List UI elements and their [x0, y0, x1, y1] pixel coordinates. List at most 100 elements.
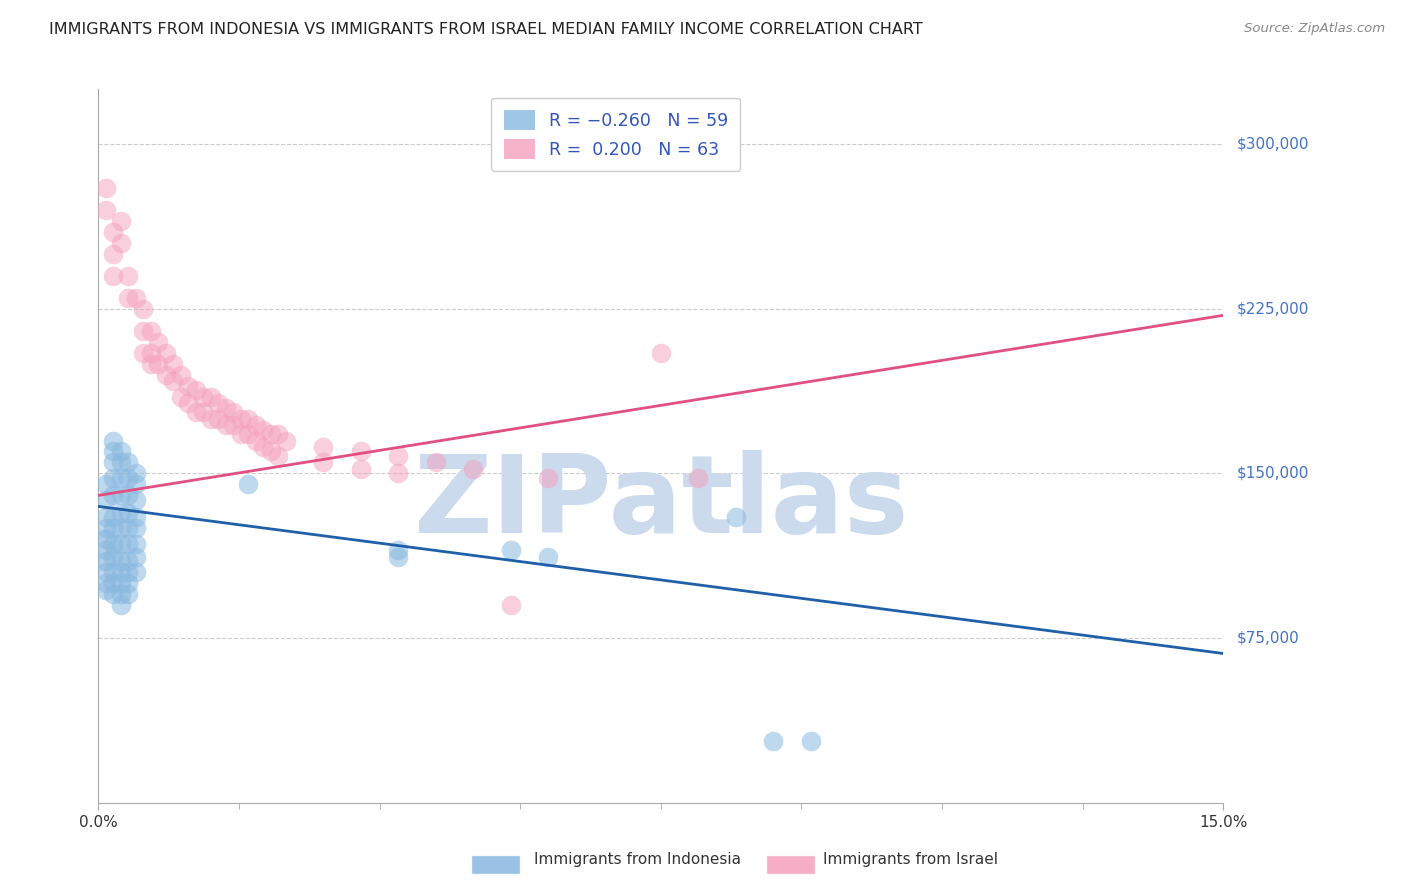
Point [193, 390, 215, 404]
Point [184, 383, 207, 397]
Point [125, 492, 148, 507]
Point [252, 423, 274, 437]
Point [222, 418, 245, 433]
Point [110, 598, 132, 612]
Point [94, 202, 117, 217]
Text: $150,000: $150,000 [1237, 466, 1309, 481]
Point [425, 455, 447, 469]
Point [148, 334, 170, 349]
Point [724, 510, 747, 524]
Text: $75,000: $75,000 [1237, 631, 1301, 646]
Point [117, 506, 139, 520]
Point [200, 411, 222, 425]
Text: IMMIGRANTS FROM INDONESIA VS IMMIGRANTS FROM ISRAEL MEDIAN FAMILY INCOME CORRELA: IMMIGRANTS FROM INDONESIA VS IMMIGRANTS … [49, 22, 922, 37]
Point [125, 510, 148, 524]
Point [94, 492, 117, 507]
Point [110, 566, 132, 580]
Point [117, 576, 139, 591]
Point [148, 357, 170, 371]
Point [103, 566, 125, 580]
Point [110, 537, 132, 551]
Point [762, 734, 785, 748]
Point [117, 455, 139, 469]
Point [103, 521, 125, 535]
Point [207, 411, 229, 425]
Point [94, 543, 117, 558]
Point [222, 405, 245, 419]
Point [125, 477, 148, 491]
Point [103, 268, 125, 283]
Point [110, 554, 132, 568]
Point [170, 390, 193, 404]
Point [110, 235, 132, 250]
Point [94, 181, 117, 195]
Point [110, 576, 132, 591]
Point [252, 440, 274, 454]
Point [387, 543, 409, 558]
Point [193, 405, 215, 419]
Point [537, 471, 560, 485]
Point [463, 462, 485, 476]
Point [117, 554, 139, 568]
Point [103, 488, 125, 502]
Point [103, 537, 125, 551]
Point [312, 455, 335, 469]
Point [125, 537, 148, 551]
Point [117, 291, 139, 305]
Point [110, 488, 132, 502]
Point [155, 368, 177, 382]
Point [125, 549, 148, 564]
Point [132, 301, 155, 316]
Point [117, 488, 139, 502]
Point [103, 434, 125, 448]
Point [103, 576, 125, 591]
Point [125, 467, 148, 481]
Point [139, 357, 162, 371]
Point [117, 521, 139, 535]
Point [200, 390, 222, 404]
Legend: R = −0.260   N = 59, R =  0.200   N = 63: R = −0.260 N = 59, R = 0.200 N = 63 [492, 98, 740, 171]
Point [800, 734, 823, 748]
Point [94, 521, 117, 535]
Point [229, 426, 252, 441]
Point [537, 549, 560, 564]
Point [117, 587, 139, 601]
Point [688, 471, 710, 485]
Point [94, 582, 117, 597]
Text: ZIPatlas: ZIPatlas [413, 450, 908, 556]
Point [238, 411, 260, 425]
Point [387, 467, 409, 481]
Point [267, 449, 290, 463]
Point [238, 477, 260, 491]
Point [110, 506, 132, 520]
Point [94, 576, 117, 591]
Point [260, 444, 283, 458]
Point [245, 434, 267, 448]
Text: Immigrants from Israel: Immigrants from Israel [823, 852, 997, 867]
Point [177, 396, 200, 410]
Point [110, 587, 132, 601]
Point [184, 405, 207, 419]
Point [499, 598, 522, 612]
Point [312, 440, 335, 454]
Point [170, 368, 193, 382]
Point [94, 554, 117, 568]
Point [162, 357, 184, 371]
Point [350, 444, 373, 458]
Point [110, 444, 132, 458]
Point [103, 549, 125, 564]
Text: Source: ZipAtlas.com: Source: ZipAtlas.com [1244, 22, 1385, 36]
Point [274, 434, 297, 448]
Point [139, 345, 162, 359]
Point [103, 247, 125, 261]
Point [125, 521, 148, 535]
Point [387, 449, 409, 463]
Point [260, 426, 283, 441]
Point [94, 477, 117, 491]
Text: $300,000: $300,000 [1237, 136, 1309, 152]
Point [103, 587, 125, 601]
Point [215, 401, 238, 415]
Point [132, 345, 155, 359]
Point [110, 471, 132, 485]
Point [90, 543, 112, 558]
